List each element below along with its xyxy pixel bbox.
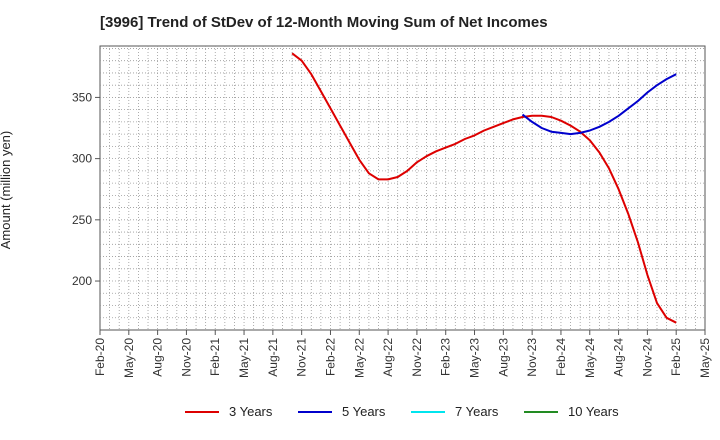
x-tick-label: Aug-23: [496, 338, 510, 377]
legend-item: 10 Years: [524, 404, 619, 419]
x-tick-label: May-21: [237, 338, 251, 378]
x-tick-label: May-23: [468, 338, 482, 378]
y-tick-label: 300: [72, 152, 92, 166]
x-tick-label: May-24: [583, 338, 597, 378]
plot-area: [99, 45, 706, 331]
legend-item: 7 Years: [411, 404, 498, 419]
legend-label: 10 Years: [568, 404, 619, 419]
x-tick-label: Feb-22: [323, 338, 337, 376]
x-tick-label: Nov-22: [410, 338, 424, 377]
legend-label: 3 Years: [229, 404, 273, 419]
legend-item: 3 Years: [185, 404, 272, 419]
y-tick-label: 250: [72, 213, 92, 227]
y-tick-label: 350: [72, 90, 92, 104]
legend-item: 5 Years: [298, 404, 385, 419]
x-tick-label: May-20: [122, 338, 136, 378]
legend-label: 7 Years: [455, 404, 499, 419]
x-tick-label: Feb-23: [439, 338, 453, 376]
x-tick-label: Feb-25: [669, 338, 683, 376]
x-tick-label: Nov-24: [640, 338, 654, 377]
y-tick-label: 200: [72, 274, 92, 288]
legend-swatch: [411, 410, 445, 413]
legend-label: 5 Years: [342, 404, 386, 419]
legend-swatch: [524, 410, 558, 413]
x-tick-label: May-25: [698, 338, 712, 378]
x-tick-label: Feb-20: [93, 338, 107, 376]
x-tick-label: Aug-24: [612, 338, 626, 377]
legend-swatch: [298, 410, 332, 413]
x-tick-label: Aug-20: [151, 338, 165, 377]
x-tick-label: Nov-23: [525, 338, 539, 377]
series-line-3-years: [291, 52, 677, 324]
series-line-5-years: [521, 73, 677, 136]
legend: 3 Years 5 Years 7 Years 10 Years: [0, 404, 720, 424]
x-tick-label: Nov-20: [179, 338, 193, 377]
x-tick-label: Aug-22: [381, 338, 395, 377]
x-tick-label: May-22: [352, 338, 366, 378]
legend-swatch: [185, 410, 219, 413]
x-tick-label: Feb-24: [554, 338, 568, 376]
x-tick-label: Aug-21: [266, 338, 280, 377]
x-tick-label: Feb-21: [208, 338, 222, 376]
chart-title: [3996] Trend of StDev of 12-Month Moving…: [100, 14, 548, 31]
x-tick-label: Nov-21: [295, 338, 309, 377]
